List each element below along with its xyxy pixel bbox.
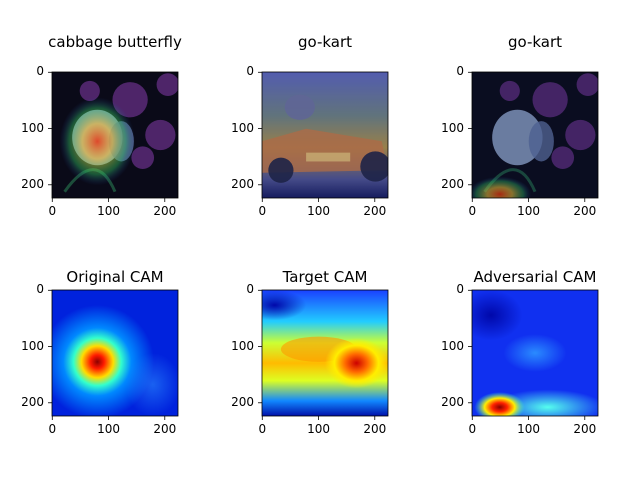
panel-title: cabbage butterfly <box>48 33 182 51</box>
panel-image <box>459 290 604 425</box>
panel-title: Original CAM <box>66 268 163 286</box>
y-tick-label: 0 <box>14 282 44 296</box>
y-tick-label: 0 <box>224 64 254 78</box>
y-tick-label: 0 <box>224 282 254 296</box>
y-tick-label: 200 <box>434 395 464 409</box>
y-tick-label: 100 <box>14 121 44 135</box>
x-tick-label: 0 <box>48 204 56 218</box>
y-tick-label: 200 <box>434 177 464 191</box>
x-tick-label: 0 <box>468 422 476 436</box>
panel-title: go-kart <box>508 33 562 51</box>
y-tick-label: 200 <box>14 395 44 409</box>
panel-image <box>243 290 388 416</box>
x-tick-label: 0 <box>48 422 56 436</box>
x-tick-label: 200 <box>363 422 386 436</box>
y-tick-label: 200 <box>224 395 254 409</box>
x-tick-label: 100 <box>97 204 120 218</box>
x-tick-label: 100 <box>97 422 120 436</box>
y-tick-label: 100 <box>434 121 464 135</box>
y-tick-label: 0 <box>434 282 464 296</box>
x-tick-label: 0 <box>468 204 476 218</box>
y-tick-label: 200 <box>14 177 44 191</box>
y-tick-label: 0 <box>14 64 44 78</box>
y-tick-label: 100 <box>14 339 44 353</box>
x-tick-label: 200 <box>363 204 386 218</box>
x-tick-label: 100 <box>307 422 330 436</box>
panel-overlay-adv <box>468 72 599 212</box>
y-tick-label: 100 <box>434 339 464 353</box>
panel-title: Adversarial CAM <box>474 268 597 286</box>
panel-image <box>52 72 179 198</box>
panel-cam-adversarial <box>459 290 604 425</box>
panel-overlay-butterfly <box>48 72 179 202</box>
panel-cam-target <box>243 290 388 420</box>
x-tick-label: 100 <box>517 422 540 436</box>
x-tick-label: 200 <box>573 204 596 218</box>
y-tick-label: 0 <box>434 64 464 78</box>
x-tick-label: 200 <box>153 422 176 436</box>
x-tick-label: 100 <box>307 204 330 218</box>
y-tick-label: 100 <box>224 339 254 353</box>
panel-overlay-kart <box>258 72 391 202</box>
x-tick-label: 0 <box>258 204 266 218</box>
x-tick-label: 200 <box>573 422 596 436</box>
x-tick-label: 200 <box>153 204 176 218</box>
panel-cam-original <box>48 290 181 420</box>
panel-title: go-kart <box>298 33 352 51</box>
panel-image <box>468 72 599 212</box>
panel-image <box>52 290 181 416</box>
panel-image <box>262 72 391 198</box>
y-tick-label: 100 <box>224 121 254 135</box>
x-tick-label: 0 <box>258 422 266 436</box>
x-tick-label: 100 <box>517 204 540 218</box>
panel-title: Target CAM <box>283 268 368 286</box>
y-tick-label: 200 <box>224 177 254 191</box>
